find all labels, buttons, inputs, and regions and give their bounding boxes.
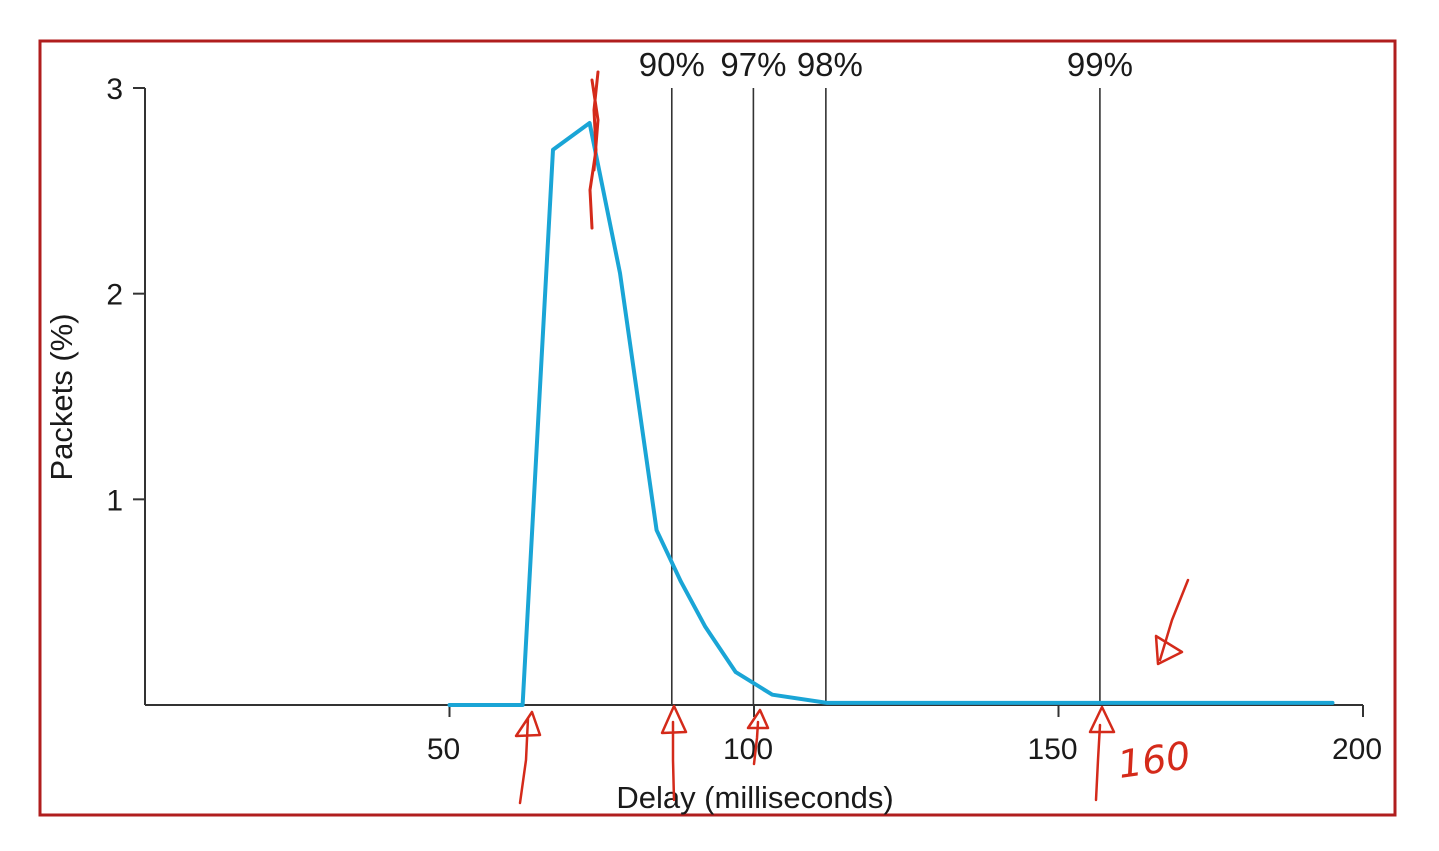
- percentile-lines: 90% 97% 98% 99%: [639, 46, 1133, 705]
- arrow-up-99-icon: [1088, 705, 1116, 802]
- figure-frame: [38, 39, 1397, 817]
- handwritten-note: 160: [1115, 733, 1193, 787]
- y-tick-label: 3: [106, 73, 123, 106]
- x-axis-title: Delay (milliseconds): [616, 780, 893, 815]
- percentile-label: 97%: [720, 46, 786, 83]
- peak-marker-scribble: [588, 70, 600, 230]
- arrow-up-left-icon: [514, 710, 542, 805]
- arrow-down-tail-icon: [1154, 578, 1190, 666]
- x-tick-label: 150: [1027, 733, 1077, 766]
- arrow-up-97-icon: [746, 708, 770, 766]
- x-ticks: 50 100 150 200: [427, 705, 1382, 766]
- x-tick-label: 200: [1332, 733, 1382, 766]
- handwritten-annotations: 160: [514, 70, 1193, 805]
- percentile-label: 90%: [639, 46, 705, 83]
- percentile-label: 99%: [1067, 46, 1133, 83]
- x-tick-label: 50: [427, 733, 460, 766]
- y-tick-label: 2: [106, 279, 123, 312]
- y-axis-title: Packets (%): [44, 313, 79, 480]
- y-tick-label: 1: [106, 484, 123, 517]
- arrow-up-90-icon: [660, 704, 688, 802]
- series-layer: [447, 121, 1335, 707]
- x-tick-label: 100: [723, 733, 773, 766]
- series-line: [447, 121, 1335, 707]
- percentile-label: 98%: [797, 46, 863, 83]
- y-ticks: 1 2 3: [106, 73, 145, 517]
